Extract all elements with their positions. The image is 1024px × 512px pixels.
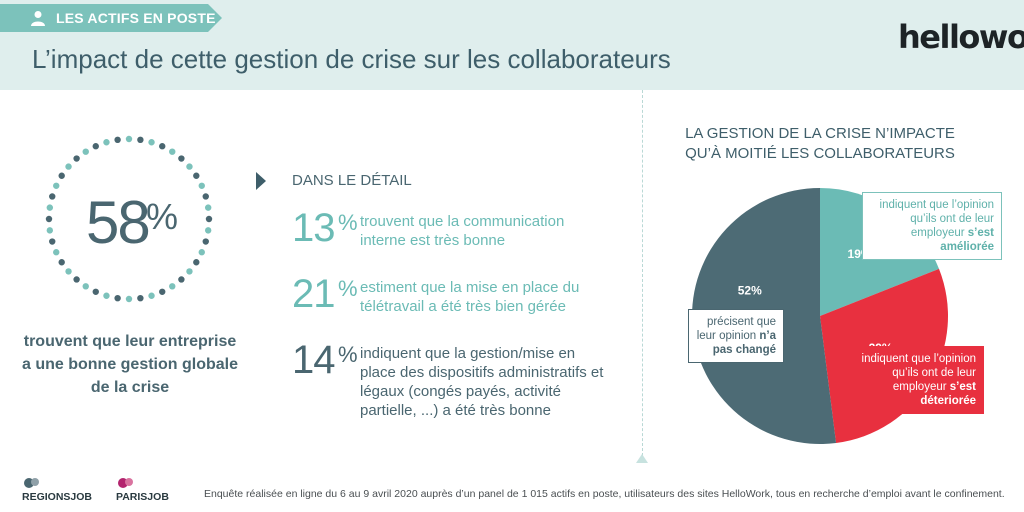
stat-text: trouvent que la communication interne es…	[360, 213, 565, 249]
stat-value: 13	[292, 206, 335, 250]
callout-text: précisent que leur opinion	[696, 316, 776, 342]
ring-dot	[148, 139, 155, 146]
ring-dot	[148, 292, 155, 299]
stat-text: indiquent que la gestion/mise en place d…	[360, 345, 604, 419]
stat-text: estiment que la mise en place du télétra…	[360, 279, 580, 315]
ring-dot	[49, 238, 56, 245]
chart-title: LA GESTION DE LA CRISE N’IMPACTE QU’À MO…	[685, 125, 955, 162]
header-band: LES ACTIFS EN POSTE L’impact de cette ge…	[0, 0, 1024, 90]
ring-dot	[205, 215, 213, 223]
parisjob-logo: PARISJOB	[116, 478, 169, 503]
ring-dot	[46, 204, 54, 211]
ring-dot	[65, 163, 72, 170]
ring-dot	[186, 268, 193, 275]
summary-percent: 58	[86, 189, 151, 256]
regionsjob-logo: REGIONSJOB	[22, 478, 92, 503]
callout-improved: indiquent que l’opinion qu’ils ont de le…	[862, 192, 1002, 260]
divider-triangle-icon	[636, 454, 648, 463]
ring-dot	[198, 249, 205, 256]
hellowork-logo: hellowork	[898, 18, 1024, 56]
ring-dot	[204, 204, 212, 211]
ring-dot	[125, 295, 133, 303]
ring-dot	[45, 215, 53, 223]
ring-dot	[82, 148, 89, 155]
callout-text: indiquent que l’opinion qu’ils ont de le…	[861, 353, 976, 393]
stat-value: 14	[292, 338, 335, 382]
stat-value: 21	[292, 272, 335, 316]
ring-dot	[193, 172, 200, 179]
parisjob-text: PARISJOB	[116, 491, 169, 503]
section-tab: LES ACTIFS EN POSTE	[0, 4, 222, 32]
ring-dot	[73, 276, 80, 283]
stat-sign: %	[338, 210, 358, 235]
detail-title: DANS LE DÉTAIL	[292, 172, 412, 189]
ring-dot	[178, 155, 185, 162]
page-title: L’impact de cette gestion de crise sur l…	[32, 44, 671, 74]
ring-dot	[202, 193, 209, 200]
ring-dot	[82, 283, 89, 290]
ring-dot	[193, 259, 200, 266]
triangle-arrow-icon	[256, 172, 266, 190]
ring-dot	[58, 172, 65, 179]
ring-dot	[114, 294, 121, 302]
footer-logos: REGIONSJOB PARISJOB	[22, 478, 169, 503]
ring-dot	[137, 136, 144, 144]
ring-dot	[53, 249, 60, 256]
ring-dot	[92, 288, 99, 295]
callout-unchanged: précisent que leur opinion n’a pas chang…	[688, 309, 784, 363]
ring-dot	[53, 182, 60, 189]
ring-dot	[178, 276, 185, 283]
ring-dot	[186, 163, 193, 170]
vertical-divider	[642, 90, 643, 456]
ring-dot	[169, 148, 176, 155]
ring-dot	[125, 135, 133, 143]
pie-slice-label: 52%	[738, 283, 762, 297]
callout-deteriorated: indiquent que l’opinion qu’ils ont de le…	[852, 346, 984, 414]
dotted-ring	[45, 135, 213, 303]
person-icon	[31, 11, 45, 26]
ring-dot	[73, 155, 80, 162]
callout-bold: s’est améliorée	[940, 227, 994, 253]
footer-note: Enquête réalisée en ligne du 6 au 9 avri…	[204, 488, 1005, 500]
ring-dot	[92, 143, 99, 150]
ring-dot	[204, 227, 212, 234]
ring-dot	[137, 294, 144, 302]
ring-dot	[58, 259, 65, 266]
callout-text: indiquent que l’opinion qu’ils ont de le…	[879, 199, 994, 239]
summary-percent-sign: %	[146, 196, 179, 237]
section-tab-label: LES ACTIFS EN POSTE	[56, 10, 216, 26]
callout-bold: s’est déteriorée	[920, 381, 976, 407]
ring-dot	[65, 268, 72, 275]
callout-bold: n’a pas changé	[712, 330, 776, 356]
ring-dot	[198, 182, 205, 189]
ring-dot	[159, 288, 166, 295]
regionsjob-text: REGIONSJOB	[22, 491, 92, 503]
ring-dot	[114, 136, 121, 144]
stat-sign: %	[338, 276, 358, 301]
ring-dot	[46, 227, 54, 234]
ring-dot	[202, 238, 209, 245]
ring-dot	[169, 283, 176, 290]
summary-text: trouvent que leur entreprise a une bonne…	[21, 333, 238, 396]
ring-dot	[159, 143, 166, 150]
stat-sign: %	[338, 342, 358, 367]
ring-dot	[49, 193, 56, 200]
ring-dot	[103, 139, 110, 146]
ring-dot	[103, 292, 110, 299]
